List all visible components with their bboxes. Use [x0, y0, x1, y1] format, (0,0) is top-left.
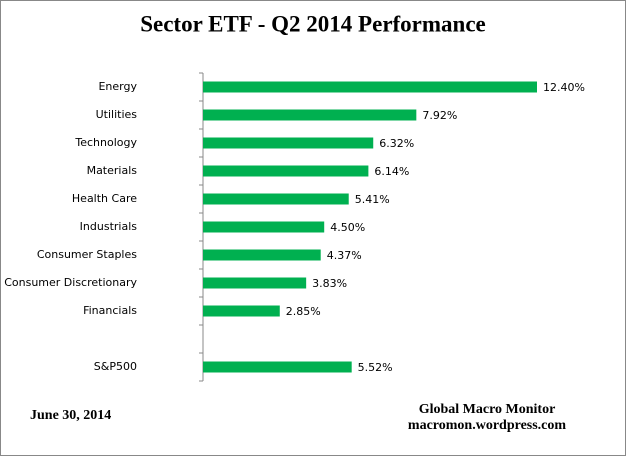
value-label: 4.37% — [327, 249, 362, 262]
bar — [203, 193, 349, 205]
y-tick-label: Technology — [74, 136, 137, 149]
bar — [203, 109, 417, 121]
value-label: 7.92% — [422, 109, 457, 122]
y-tick-label: Energy — [98, 80, 137, 93]
value-label: 5.52% — [358, 361, 393, 374]
value-label: 6.32% — [379, 137, 414, 150]
y-tick-label: Materials — [87, 164, 138, 177]
value-label: 3.83% — [312, 277, 347, 290]
bar — [203, 221, 325, 233]
y-tick-label: Consumer Staples — [37, 248, 137, 261]
value-label: 2.85% — [286, 305, 321, 318]
y-tick-label: Health Care — [72, 192, 137, 205]
y-tick-label: Financials — [83, 304, 137, 317]
bar — [203, 81, 537, 93]
y-tick-label: S&P500 — [94, 360, 137, 373]
date: June 30, 2014 — [30, 408, 111, 423]
y-tick-label: Utilities — [96, 108, 138, 121]
bar — [203, 165, 369, 177]
y-tick-label: Consumer Discretionary — [4, 276, 137, 289]
source: macromon.wordpress.com — [408, 418, 566, 433]
value-label: 6.14% — [374, 165, 409, 178]
bar — [203, 277, 307, 289]
bar — [203, 361, 352, 373]
bar — [203, 137, 374, 149]
source: Global Macro Monitor — [419, 402, 556, 417]
value-label: 12.40% — [543, 81, 585, 94]
y-tick-label: Industrials — [80, 220, 138, 233]
bar — [203, 249, 321, 261]
chart-title: Sector ETF - Q2 2014 Performance — [140, 11, 486, 36]
bar — [203, 305, 280, 317]
value-label: 4.50% — [330, 221, 365, 234]
value-label: 5.41% — [355, 193, 390, 206]
